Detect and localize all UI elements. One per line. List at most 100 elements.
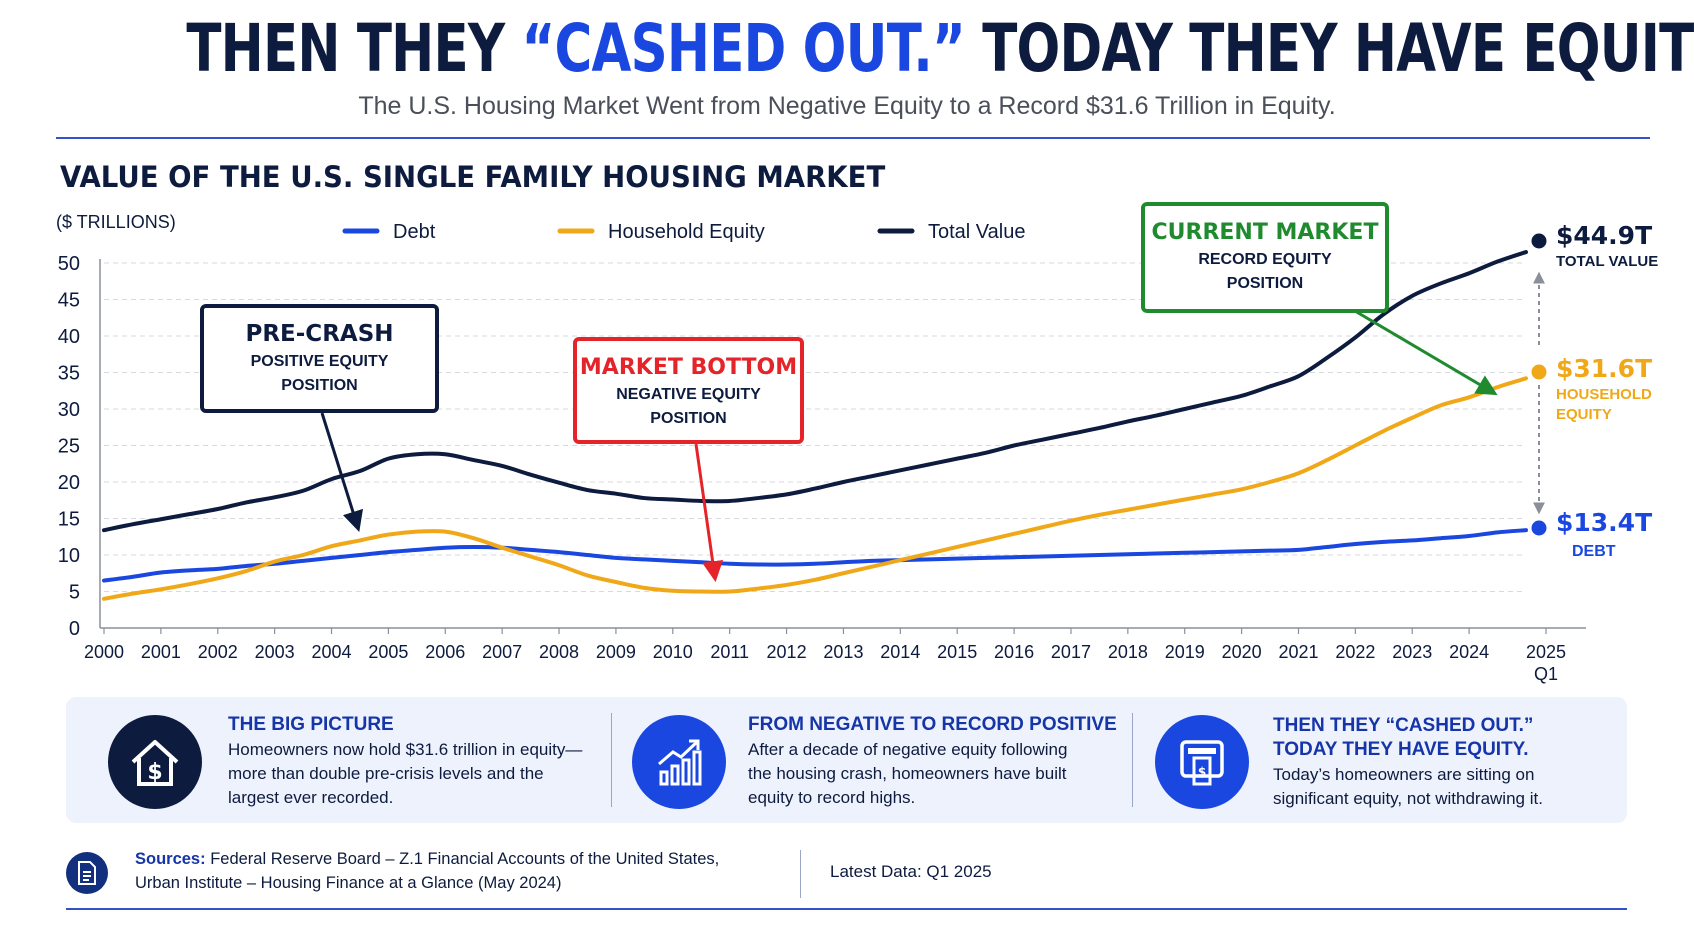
y-axis-unit-label: ($ TRILLIONS) [56, 212, 176, 232]
x-tick-label: 2012 [767, 642, 807, 662]
end-dot-debt [1531, 520, 1547, 536]
x-tick-sublabel: Q1 [1534, 664, 1558, 684]
headline-accent: “CASHED OUT.” [521, 10, 966, 87]
end-value-total-value: $44.9T [1556, 221, 1652, 250]
card-line: more than double pre-crisis levels and t… [228, 764, 544, 783]
annotation-market-bottom-line: POSITION [650, 410, 726, 427]
svg-text:$: $ [147, 760, 162, 785]
sources-label: Sources: [135, 850, 206, 868]
x-tick-label: 2024 [1449, 642, 1489, 662]
document-icon [66, 852, 108, 894]
insight-cards-panel: $ THE BIG PICTURE Homeowners now hold $3… [66, 697, 1627, 823]
y-tick-label: 45 [58, 290, 80, 312]
card-line: equity to record highs. [748, 788, 916, 807]
x-tick-label: 2013 [823, 642, 863, 662]
card-title-line: TODAY THEY HAVE EQUITY. [1273, 739, 1529, 760]
x-tick-label: 2020 [1222, 642, 1262, 662]
card-line: Today’s homeowners are sitting on [1273, 765, 1535, 784]
growth-chart-icon [632, 715, 726, 809]
x-tick-label: 2004 [311, 642, 351, 662]
card-line: largest ever recorded. [228, 788, 394, 807]
end-value-household-equity: $31.6T [1556, 354, 1652, 383]
annotation-current-market-arrow [1354, 309, 1498, 396]
x-tick-label: 2016 [994, 642, 1034, 662]
end-label-debt: DEBT [1572, 543, 1616, 560]
annotation-market-bottom-line: NEGATIVE EQUITY [616, 386, 761, 403]
legend-label: Total Value [928, 221, 1025, 243]
source-1: Federal Reserve Board – Z.1 Financial Ac… [205, 850, 720, 868]
x-tick-label: 2025 [1526, 642, 1566, 662]
annotation-pre-crash-line: POSITION [281, 377, 357, 394]
atm-cash-icon: $ [1155, 715, 1249, 809]
x-tick-label: 2002 [198, 642, 238, 662]
headline-part-2: TODAY THEY HAVE EQUITY. [965, 10, 1694, 87]
annotation-pre-crash-title: PRE-CRASH [245, 321, 393, 347]
annotation-current-market-box [1141, 202, 1389, 313]
source-2: Urban Institute – Housing Finance at a G… [135, 874, 562, 892]
annotation-market-bottom-box [573, 337, 804, 444]
legend-label: Household Equity [608, 221, 765, 243]
card-body: After a decade of negative equity follow… [748, 738, 1067, 810]
annotation-current-market-line: RECORD EQUITY [1198, 251, 1332, 268]
annotation-market-bottom-title: MARKET BOTTOM [580, 355, 797, 380]
x-tick-label: 2018 [1108, 642, 1148, 662]
x-tick-label: 2001 [141, 642, 181, 662]
x-tick-label: 2000 [84, 642, 124, 662]
end-label-household-equity: EQUITY [1556, 406, 1612, 423]
card-line: Homeowners now hold $31.6 trillion in eq… [228, 740, 583, 759]
headline-part-1: THEN THEY [186, 10, 522, 87]
x-tick-label: 2009 [596, 642, 636, 662]
x-tick-label: 2007 [482, 642, 522, 662]
x-tick-label: 2010 [653, 642, 693, 662]
card-line: significant equity, not withdrawing it. [1273, 789, 1543, 808]
end-dot-household-equity [1531, 364, 1547, 380]
y-tick-label: 50 [58, 253, 80, 275]
card-body: Today’s homeowners are sitting on signif… [1273, 763, 1543, 811]
card-line: the housing crash, homeowners have built [748, 764, 1067, 783]
card-title: FROM NEGATIVE TO RECORD POSITIVE [748, 714, 1117, 735]
x-tick-label: 2005 [368, 642, 408, 662]
series-debt-line [102, 528, 1528, 583]
x-tick-label: 2022 [1335, 642, 1375, 662]
end-value-debt: $13.4T [1556, 508, 1652, 537]
card-divider [1132, 713, 1133, 807]
x-tick-label: 2008 [539, 642, 579, 662]
end-label-household-equity: HOUSEHOLD [1556, 386, 1652, 403]
y-tick-label: 25 [58, 436, 80, 458]
x-tick-label: 2014 [880, 642, 920, 662]
x-tick-label: 2017 [1051, 642, 1091, 662]
header-divider [56, 137, 1650, 139]
annotation-pre-crash-arrow [320, 412, 364, 533]
subheadline: The U.S. Housing Market Went from Negati… [358, 92, 1336, 120]
card-negative-to-positive: FROM NEGATIVE TO RECORD POSITIVE After a… [612, 697, 1132, 823]
series-household-equity-line [102, 376, 1528, 601]
y-tick-label: 15 [58, 509, 80, 531]
chart-title: VALUE OF THE U.S. SINGLE FAMILY HOUSING … [60, 160, 886, 194]
card-line: After a decade of negative equity follow… [748, 740, 1068, 759]
y-tick-label: 40 [58, 326, 80, 348]
annotation-pre-crash-line: POSITIVE EQUITY [251, 353, 389, 370]
y-tick-label: 10 [58, 545, 80, 567]
annotation-market-bottom-arrow [694, 443, 724, 583]
annotation-current-market-line: POSITION [1227, 275, 1303, 292]
x-tick-label: 2023 [1392, 642, 1432, 662]
footer-rule [66, 908, 1627, 910]
annotation-current-market-title: CURRENT MARKET [1152, 220, 1379, 245]
card-cashed-out: $ THEN THEY “CASHED OUT.” TODAY THEY HAV… [1133, 697, 1627, 823]
x-tick-label: 2019 [1165, 642, 1205, 662]
house-dollar-icon: $ [108, 715, 202, 809]
headline: THEN THEY “CASHED OUT.” TODAY THEY HAVE … [186, 10, 1694, 87]
footer-divider [800, 850, 801, 898]
card-title: THE BIG PICTURE [228, 714, 394, 735]
card-big-picture: $ THE BIG PICTURE Homeowners now hold $3… [66, 697, 611, 823]
x-tick-label: 2011 [710, 642, 749, 662]
x-tick-label: 2015 [937, 642, 977, 662]
svg-text:$: $ [1198, 765, 1206, 779]
y-tick-label: 5 [69, 582, 80, 604]
card-divider [611, 713, 612, 807]
y-tick-label: 30 [58, 399, 80, 421]
card-body: Homeowners now hold $31.6 trillion in eq… [228, 738, 582, 810]
sources: Sources: Federal Reserve Board – Z.1 Fin… [135, 847, 719, 895]
y-tick-label: 0 [69, 618, 80, 640]
